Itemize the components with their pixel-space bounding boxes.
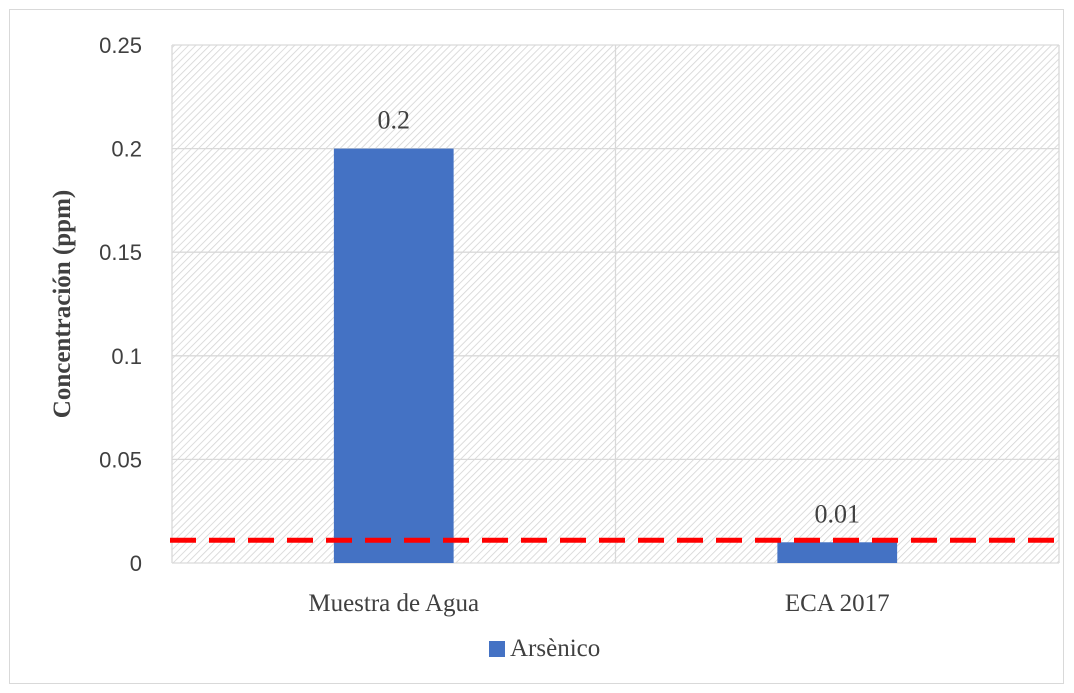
y-axis-label: Concentración (ppm) xyxy=(49,190,76,418)
gridlines xyxy=(171,44,1060,564)
y-tick-label: 0.2 xyxy=(111,137,142,162)
legend: Arsènico xyxy=(489,635,600,662)
bar xyxy=(333,148,454,563)
y-tick-label: 0.25 xyxy=(99,33,142,58)
data-label: 0.2 xyxy=(378,106,411,135)
bar xyxy=(777,542,898,563)
legend-swatch xyxy=(489,641,505,657)
y-tick-label: 0 xyxy=(130,551,142,576)
y-tick-label: 0.15 xyxy=(99,240,142,265)
y-tick-label: 0.05 xyxy=(99,447,142,472)
legend-label: Arsènico xyxy=(510,635,600,662)
bars xyxy=(333,148,898,563)
y-tick-label: 0.1 xyxy=(111,344,142,369)
data-label: 0.01 xyxy=(815,499,861,528)
labels: 0 0.05 0.1 0.15 0.2 0.25 0.2 Muestra de Agua 0.0… xyxy=(99,33,890,617)
x-tick-label: Muestra de Agua xyxy=(308,590,479,617)
x-tick-label: ECA 2017 xyxy=(785,590,890,617)
